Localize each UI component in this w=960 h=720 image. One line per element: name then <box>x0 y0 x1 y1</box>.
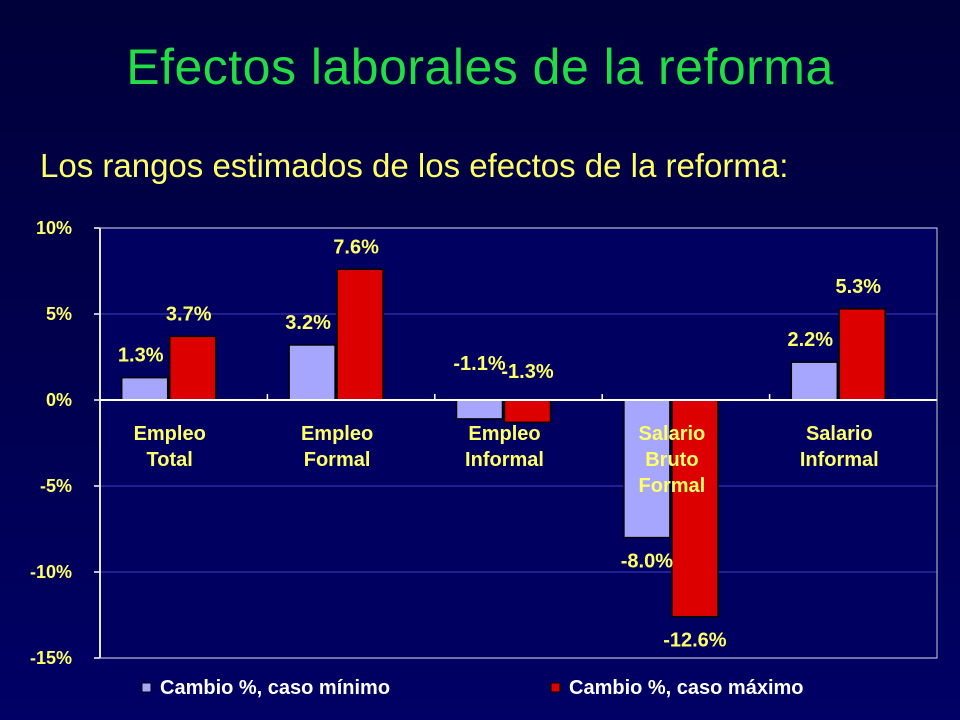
data-label: 7.6% <box>333 236 379 258</box>
y-tick-label: -5% <box>40 476 72 496</box>
legend-label: Cambio %, caso mínimo <box>160 677 390 699</box>
legend-label: Cambio %, caso máximo <box>569 677 804 699</box>
data-label: -1.3% <box>501 361 553 383</box>
data-label: 2.2% <box>788 329 834 351</box>
category-label: Empleo Formal <box>301 423 373 471</box>
y-tick-label: 5% <box>46 304 72 324</box>
data-label: 3.2% <box>285 312 331 334</box>
category-label: Empleo Informal <box>465 423 544 471</box>
bar <box>168 335 217 401</box>
y-tick-label: -15% <box>30 648 72 668</box>
slide-title: Efectos laborales de la reforma <box>126 39 834 95</box>
plot-frame <box>99 227 938 659</box>
data-label: 1.3% <box>118 345 164 367</box>
bar <box>288 344 336 401</box>
bar <box>838 308 887 401</box>
bar <box>336 268 384 401</box>
bar <box>790 361 839 401</box>
y-tick-label: -10% <box>30 562 72 582</box>
category-label: Empleo Total <box>134 423 206 471</box>
data-label: 3.7% <box>166 303 212 325</box>
y-tick-label: 0% <box>46 390 72 410</box>
plot-area <box>100 228 937 658</box>
bar <box>503 399 552 424</box>
legend-swatch <box>141 682 152 693</box>
bar <box>671 399 719 618</box>
bar <box>623 399 671 539</box>
category-label: Salario Bruto Formal <box>639 423 706 497</box>
slide-subtitle: Los rangos estimados de los efectos de l… <box>40 147 789 184</box>
category-label: Salario Informal <box>800 423 879 471</box>
y-tick-label: 10% <box>36 218 72 238</box>
data-label: 5.3% <box>836 276 882 298</box>
data-label: -8.0% <box>621 551 673 573</box>
data-label: -12.6% <box>663 630 727 652</box>
bar <box>455 399 504 420</box>
bar <box>120 376 169 401</box>
legend-swatch <box>550 682 561 693</box>
data-label: -1.1% <box>453 353 505 375</box>
